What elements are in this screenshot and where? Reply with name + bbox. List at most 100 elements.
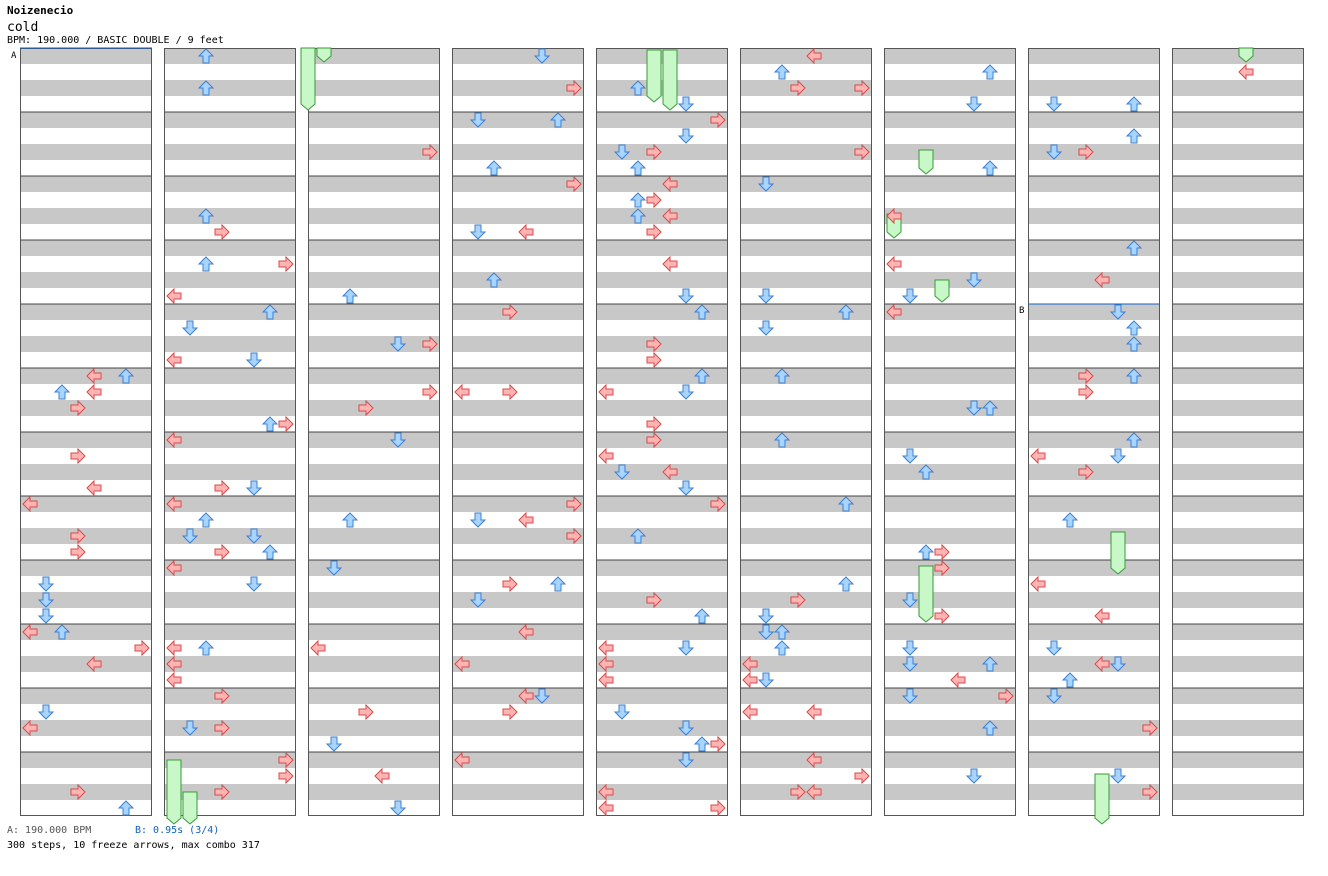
freeze-arrows bbox=[166, 47, 1254, 825]
freeze-arrow bbox=[182, 791, 198, 825]
beat-stripe bbox=[164, 624, 296, 640]
beat-stripe bbox=[740, 240, 872, 256]
beat-stripe bbox=[1172, 368, 1304, 384]
beat-stripe bbox=[452, 240, 584, 256]
beat-stripe bbox=[164, 240, 296, 256]
beat-stripe bbox=[596, 208, 728, 224]
beat-stripe bbox=[596, 752, 728, 768]
beat-stripe bbox=[596, 624, 728, 640]
beat-stripe bbox=[308, 112, 440, 128]
beat-stripe bbox=[452, 48, 584, 64]
freeze-arrow bbox=[166, 759, 182, 825]
beat-stripe bbox=[596, 176, 728, 192]
beat-stripe bbox=[452, 400, 584, 416]
beat-stripe bbox=[740, 176, 872, 192]
chart-column bbox=[308, 48, 440, 816]
beat-stripe bbox=[596, 48, 728, 64]
beat-stripe bbox=[596, 80, 728, 96]
beat-stripe bbox=[1172, 48, 1304, 64]
beat-stripe bbox=[308, 304, 440, 320]
beat-stripe bbox=[1172, 272, 1304, 288]
beat-stripe bbox=[308, 752, 440, 768]
chart-column bbox=[740, 48, 872, 816]
beat-stripe bbox=[452, 368, 584, 384]
beat-stripe bbox=[308, 688, 440, 704]
beat-stripe bbox=[740, 336, 872, 352]
beat-stripe bbox=[596, 144, 728, 160]
beat-stripe bbox=[596, 560, 728, 576]
beat-stripe bbox=[452, 432, 584, 448]
beat-stripe bbox=[884, 48, 1016, 64]
column-border bbox=[308, 48, 440, 816]
beat-stripe bbox=[452, 720, 584, 736]
beat-stripe bbox=[452, 784, 584, 800]
beat-stripe bbox=[164, 528, 296, 544]
beat-stripe bbox=[452, 272, 584, 288]
beat-stripe bbox=[20, 720, 152, 736]
chart-column bbox=[884, 48, 1016, 816]
beat-stripe bbox=[20, 688, 152, 704]
beat-stripe bbox=[20, 496, 152, 512]
beat-stripe bbox=[164, 496, 296, 512]
beat-stripe bbox=[1172, 208, 1304, 224]
beat-stripe bbox=[20, 336, 152, 352]
beat-stripe bbox=[452, 208, 584, 224]
column-border bbox=[596, 48, 728, 816]
beat-stripe bbox=[884, 464, 1016, 480]
beat-stripe bbox=[1172, 240, 1304, 256]
beat-stripe bbox=[1028, 688, 1160, 704]
beat-stripe bbox=[20, 144, 152, 160]
beat-stripe bbox=[884, 272, 1016, 288]
beat-stripe bbox=[308, 560, 440, 576]
chart-column bbox=[20, 48, 152, 816]
beat-stripe bbox=[452, 496, 584, 512]
beat-stripe bbox=[1028, 656, 1160, 672]
beat-stripe bbox=[740, 624, 872, 640]
beat-stripe bbox=[1172, 112, 1304, 128]
beat-stripe bbox=[596, 528, 728, 544]
beat-stripe bbox=[740, 144, 872, 160]
beat-stripe bbox=[596, 720, 728, 736]
beat-stripe bbox=[20, 48, 152, 64]
beat-stripe bbox=[884, 368, 1016, 384]
beat-stripe bbox=[308, 784, 440, 800]
beat-stripe bbox=[1172, 560, 1304, 576]
column-border bbox=[884, 48, 1016, 816]
beat-stripe bbox=[1028, 496, 1160, 512]
beat-stripe bbox=[452, 112, 584, 128]
beat-stripe bbox=[1172, 304, 1304, 320]
beat-stripe bbox=[20, 656, 152, 672]
beat-stripe bbox=[884, 176, 1016, 192]
beat-stripe bbox=[740, 368, 872, 384]
beat-stripe bbox=[452, 144, 584, 160]
bpm-legend: A: 190.000 BPM bbox=[7, 825, 92, 836]
beat-stripe bbox=[308, 656, 440, 672]
chart-columns bbox=[20, 48, 1304, 816]
beat-stripe bbox=[1028, 336, 1160, 352]
beat-stripe bbox=[308, 208, 440, 224]
chart-column bbox=[1172, 48, 1304, 816]
beat-stripe bbox=[884, 528, 1016, 544]
beat-stripe bbox=[308, 464, 440, 480]
beat-stripe bbox=[1028, 48, 1160, 64]
beat-stripe bbox=[1172, 176, 1304, 192]
beat-stripe bbox=[308, 720, 440, 736]
beat-stripe bbox=[740, 80, 872, 96]
chart-column bbox=[452, 48, 584, 816]
beat-stripe bbox=[884, 688, 1016, 704]
beat-stripe bbox=[740, 400, 872, 416]
freeze-arrow bbox=[1094, 773, 1110, 825]
beat-stripe bbox=[308, 624, 440, 640]
beat-stripe bbox=[164, 400, 296, 416]
beat-stripe bbox=[20, 272, 152, 288]
beat-stripe bbox=[164, 80, 296, 96]
beat-stripe bbox=[1172, 464, 1304, 480]
beat-stripe bbox=[1028, 368, 1160, 384]
column-border bbox=[164, 48, 296, 816]
beat-stripe bbox=[596, 688, 728, 704]
beat-stripe bbox=[1172, 624, 1304, 640]
chart-column bbox=[596, 48, 728, 816]
beat-stripe bbox=[20, 560, 152, 576]
beat-stripe bbox=[740, 656, 872, 672]
freeze-arrow bbox=[300, 47, 316, 111]
